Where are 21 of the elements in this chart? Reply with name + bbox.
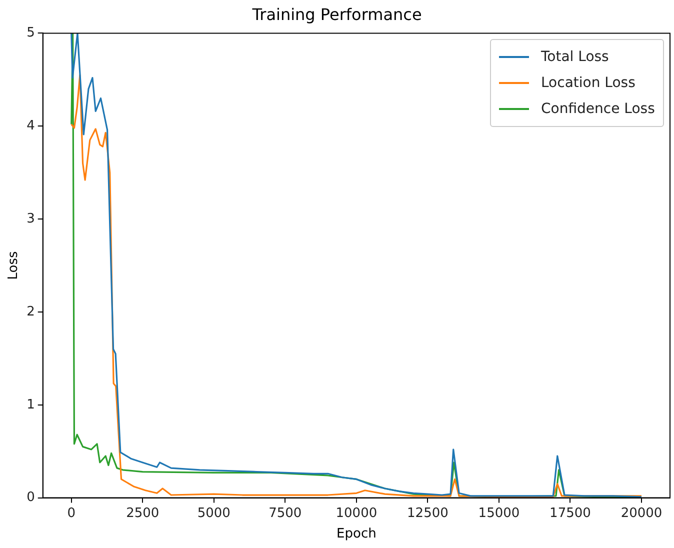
y-tick-label: 1: [26, 397, 35, 412]
y-axis-title: Loss: [6, 251, 22, 280]
x-tick-label: 5000: [197, 506, 230, 521]
x-axis-title: Epoch: [336, 526, 376, 542]
x-tick-label: 15000: [478, 506, 520, 521]
legend-label: Confidence Loss: [541, 101, 655, 118]
y-tick-label: 2: [26, 304, 35, 320]
x-tick-label: 20000: [620, 506, 662, 521]
x-tick-label: 0: [67, 506, 76, 521]
y-tick-label: 3: [26, 211, 35, 226]
y-tick-label: 5: [26, 26, 35, 41]
y-tick-label: 0: [26, 490, 35, 506]
x-tick-label: 7500: [268, 506, 302, 521]
x-tick-label: 17500: [550, 506, 591, 521]
chart-title: Training Performance: [251, 4, 422, 24]
legend-label: Location Loss: [541, 75, 636, 92]
y-tick-label: 4: [26, 118, 35, 134]
x-tick-label: 12500: [407, 506, 448, 521]
legend-label: Total Loss: [541, 49, 609, 66]
x-tick-label: 2500: [126, 506, 160, 521]
x-tick-label: 10000: [336, 506, 378, 521]
